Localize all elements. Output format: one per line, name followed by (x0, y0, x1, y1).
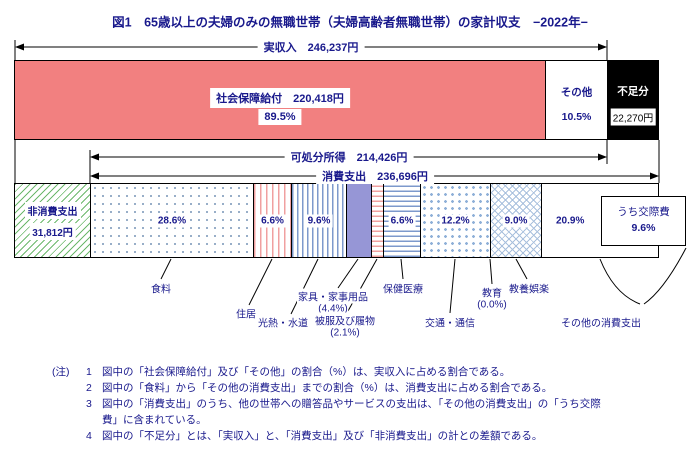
note-text: 図中の「不足分」とは、「実収入」と、「消費支出」及び「非消費支出」の計との差額で… (102, 430, 543, 442)
figure-title: 図1 65歳以上の夫婦のみの無職世帯（夫婦高齢者無職世帯）の家計収支 −2022… (112, 15, 588, 30)
income-other-segment: その他 10.5% (546, 61, 608, 139)
transport-percent: 12.2% (439, 214, 472, 227)
shortfall-label: 不足分 (617, 85, 649, 98)
social-expenses-box: うち交際費 9.6% (601, 196, 686, 246)
label-health: 保健医療 (382, 280, 424, 296)
notes-prefix-spacer (52, 396, 86, 428)
note-row: 3 図中の「消費支出」のうち、他の世帯への贈答品やサービスの支出は、「その他の消… (52, 396, 672, 428)
food-percent: 28.6% (155, 214, 189, 227)
social-security-label: 社会保障給付 220,418円 (210, 88, 350, 108)
housing-percent: 6.6% (259, 214, 286, 227)
note-text: 図中の「社会保障給付」及び「その他」の割合（%）は、実収入に占める割合である。 (102, 366, 511, 378)
non-consumption-amount: 31,812円 (29, 223, 76, 240)
income-other-percent: 10.5% (561, 111, 592, 123)
label-food: 食料 (150, 280, 172, 296)
label-clothing-percent: (2.1%) (329, 327, 361, 339)
label-utilities: 光熱・水道 (257, 314, 309, 330)
notes: (注) 1 図中の「社会保障給付」及び「その他」の割合（%）は、実収入に占める割… (52, 364, 672, 444)
note-number: 3 (86, 398, 92, 410)
consumption-arrow-label: 消費支出 236,696円 (316, 168, 434, 184)
notes-prefix-spacer (52, 428, 86, 444)
label-furniture: 家具・家事用品 (297, 288, 369, 304)
other-consumption-percent: 20.9% (554, 214, 587, 227)
note-row: 2 図中の「食料」から「その他の消費支出」までの割合（%）は、消費支出に占める割… (52, 380, 672, 396)
income-arrow-label: 実収入 246,237円 (257, 39, 365, 55)
label-education-percent: (0.0%) (476, 299, 508, 311)
expense-bar: 非消費支出 31,812円 28.6% 6.6% 9.6% 6.6% 12.2%… (14, 183, 659, 258)
note-text: 図中の「食料」から「その他の消費支出」までの割合（%）は、消費支出に占める割合で… (102, 382, 553, 394)
clothing-segment (372, 184, 384, 257)
social-security-percent: 89.5% (258, 109, 302, 125)
utilities-segment: 9.6% (292, 184, 347, 257)
note-number: 2 (86, 382, 92, 394)
utilities-percent: 9.6% (305, 214, 333, 227)
note-number: 1 (86, 366, 92, 378)
label-housing: 住居 (235, 305, 257, 321)
note-row: (注) 1 図中の「社会保障給付」及び「その他」の割合（%）は、実収入に占める割… (52, 364, 672, 380)
furniture-segment (347, 184, 372, 257)
recreation-segment: 9.0% (491, 184, 542, 257)
label-education: 教育 (481, 284, 503, 300)
food-segment: 28.6% (91, 184, 254, 257)
label-clothing: 被服及び履物 (314, 312, 376, 328)
shortfall-segment: 不足分 22,270円 (608, 61, 658, 139)
label-recreation: 教養娯楽 (508, 280, 550, 296)
label-transport: 交通・通信 (424, 314, 476, 330)
recreation-percent: 9.0% (502, 214, 530, 227)
label-furniture-percent: (4.4%) (317, 303, 349, 315)
notes-prefix: (注) (52, 366, 70, 378)
social-security-segment: 社会保障給付 220,418円 89.5% (15, 61, 546, 139)
non-consumption-segment: 非消費支出 31,812円 (15, 184, 91, 257)
label-other-consumption: その他の消費支出 (560, 314, 642, 330)
income-bar: 社会保障給付 220,418円 89.5% その他 10.5% 不足分 22,2… (14, 60, 659, 140)
disposable-arrow-label: 可処分所得 214,426円 (284, 149, 414, 165)
health-segment: 6.6% (384, 184, 421, 257)
social-expenses-label: うち交際費 (617, 206, 670, 218)
transport-segment: 12.2% (421, 184, 491, 257)
housing-segment: 6.6% (254, 184, 292, 257)
note-number: 4 (86, 430, 92, 442)
note-row: 4 図中の「不足分」とは、「実収入」と、「消費支出」及び「非消費支出」の計との差… (52, 428, 672, 444)
notes-prefix-spacer (52, 380, 86, 396)
health-percent: 6.6% (388, 214, 416, 227)
income-other-label: その他 (560, 86, 593, 99)
non-consumption-label: 非消費支出 (24, 202, 81, 219)
social-expenses-percent: 9.6% (631, 222, 656, 234)
shortfall-amount: 22,270円 (610, 108, 656, 126)
note-text: 図中の「消費支出」のうち、他の世帯への贈答品やサービスの支出は、「その他の消費支… (102, 398, 601, 426)
